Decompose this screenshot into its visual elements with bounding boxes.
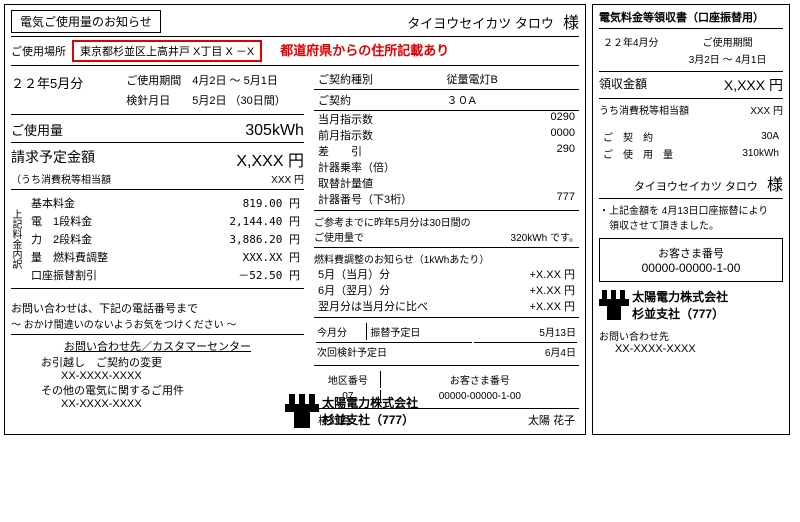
bill-value: X,XXX 円 [236,147,304,171]
address-note: 都道府県からの住所記載あり [280,40,449,59]
receipt-tax-value: XXX 円 [750,102,783,117]
breakdown-table: 基本料金819.00 円 電 1段料金2,144.40 円 力 2段料金3,88… [27,193,304,285]
doc-title: 電気ご使用量のお知らせ [11,10,161,33]
receipt-amount-value: X,XXX 円 [724,75,783,95]
receipt-note1: ・上記金額を 4月13日口座振替により [599,202,783,217]
usage-label: ご使用量 [11,120,63,139]
contract-type-label: ご契約種別 [318,71,447,87]
company-logo-icon [285,394,319,428]
bill-month: ２２年5月分 [11,73,83,92]
usage-value: 305kWh [245,122,304,140]
bill-label: 請求予定金額 [11,147,95,171]
address-box: 東京都杉並区上高井戸 X丁目 X －X [72,40,262,62]
company-name: 太陽電力株式会社 [322,394,418,411]
tax-label: （うち消費税等相当額 [11,171,111,186]
contract-type-value: 従量電灯B [446,71,497,87]
receipt: 電気料金等領収書（口座振替用） ２２年4月分ご使用期間 3月2日 ～ 4月1日 … [592,4,790,435]
customer-number-box: お客さま番号 00000-00000-1-00 [599,238,783,282]
address-label: ご使用場所 [11,43,66,59]
breakdown-title: 上記料金内訳 [11,193,23,285]
receipt-title: 電気料金等領収書（口座振替用） [599,9,783,25]
receipt-inquiry-label: お問い合わせ先 [599,328,783,343]
period-table: ご使用期間4月2日 ～ 5月1日 検針月日5月2日 （30日間） [123,69,289,111]
ref-line1: ご参考までに昨年5月分は30日間の [314,214,579,229]
customer-name: タイヨウセイカツ タロウ [407,16,554,31]
usage-notice: 電気ご使用量のお知らせ タイヨウセイカツ タロウ 様 ご使用場所 東京都杉並区上… [4,4,586,435]
schedule-table: 今月分振替予定日5月13日 次回検針予定日6月4日 [314,321,579,362]
contract-cap-value: ３０A [446,92,475,108]
branch-name: 杉並支社（777） [322,411,418,428]
company-block: 太陽電力株式会社 杉並支社（777） [285,394,418,428]
fuel-title: 燃料費調整のお知らせ（1kWhあたり） [314,251,579,266]
receipt-note2: 領収させて頂きました。 [599,217,783,232]
contract-cap-label: ご契約 [318,92,447,108]
receipt-inquiry-tel: XX-XXXX-XXXX [615,343,783,355]
tax-value: XXX 円 [271,171,304,186]
company-logo-icon [599,290,629,320]
receipt-tax-label: うち消費税等相当額 [599,102,689,117]
receipt-customer-name: タイヨウセイカツ タロウ [634,181,758,193]
receipt-amount-label: 領収金額 [599,75,647,95]
receipt-company-block: 太陽電力株式会社 杉並支社（777） [599,288,783,322]
inquiry-block: お問い合わせは、下記の電話番号まで ～ おかけ間違いのないようお気をつけください… [11,300,304,410]
sama-suffix: 様 [563,15,579,32]
